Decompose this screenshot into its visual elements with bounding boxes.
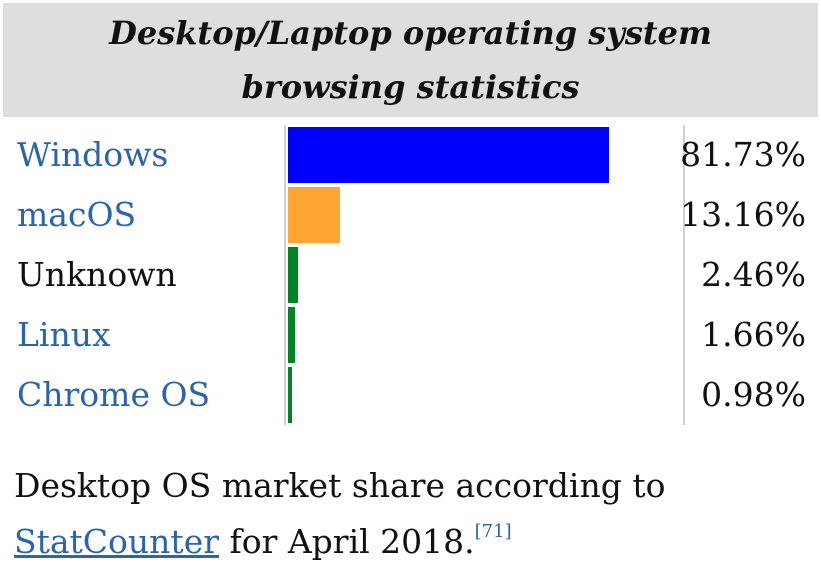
value-label-macos: 13.16% <box>680 195 806 234</box>
value-label-chrome-os: 0.98% <box>701 375 806 414</box>
bar-unknown <box>288 247 298 303</box>
reference-superscript: [71] <box>475 521 512 542</box>
bar-chrome-os <box>288 367 292 423</box>
category-label-windows[interactable]: Windows <box>17 135 169 174</box>
caption-text-after: for April 2018. <box>219 522 475 561</box>
bar-axis-right <box>683 125 685 425</box>
category-label-macos[interactable]: macOS <box>17 195 137 234</box>
statcounter-link[interactable]: StatCounter <box>14 522 219 561</box>
value-label-unknown: 2.46% <box>701 255 806 294</box>
bar-linux <box>288 307 295 363</box>
value-label-linux: 1.66% <box>701 315 806 354</box>
category-label-linux[interactable]: Linux <box>17 315 111 354</box>
bar-windows <box>288 127 609 183</box>
chart-caption: Desktop OS market share according to Sta… <box>14 458 804 570</box>
bar-macos <box>288 187 340 243</box>
reference-link[interactable]: [71] <box>474 521 512 542</box>
category-label-unknown: Unknown <box>17 255 177 294</box>
caption-text-before: Desktop OS market share according to <box>14 466 666 505</box>
value-label-windows: 81.73% <box>680 135 806 174</box>
chart-title: Desktop/Laptop operating system browsing… <box>109 14 712 106</box>
bar-axis-left <box>284 125 286 425</box>
bar-chart: Windows 81.73% macOS 13.16% Unknown 2.46% Linu… <box>0 117 821 437</box>
category-label-chrome-os[interactable]: Chrome OS <box>17 375 211 414</box>
chart-header: Desktop/Laptop operating system browsing… <box>3 3 818 117</box>
